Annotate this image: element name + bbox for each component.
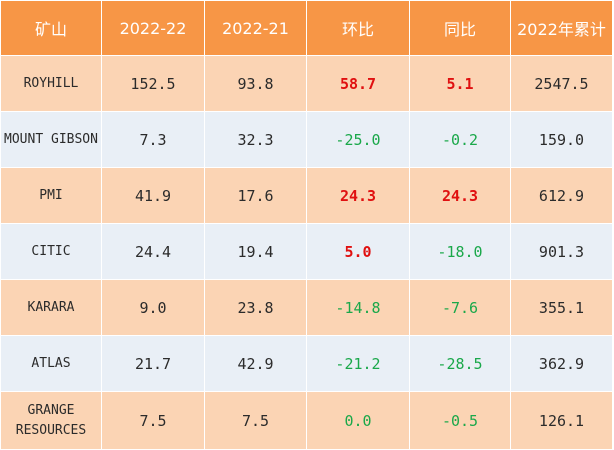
- mine-name-cell: GRANGE RESOURCES: [0, 391, 102, 450]
- header-previous-week: 2022-21: [204, 0, 307, 56]
- mom-change-cell: -21.2: [306, 335, 410, 392]
- previous-week-cell: 32.3: [204, 111, 307, 168]
- mine-name-cell: ROYHILL: [0, 55, 102, 112]
- mom-change-cell: 0.0: [306, 391, 410, 450]
- table-header: 矿山 2022-22 2022-21 环比 同比 2022年累计: [0, 0, 613, 56]
- mom-change-cell: -25.0: [306, 111, 410, 168]
- previous-week-cell: 23.8: [204, 279, 307, 336]
- yoy-change-cell: 5.1: [409, 55, 511, 112]
- ytd-cell: 126.1: [510, 391, 613, 450]
- current-week-cell: 41.9: [101, 167, 205, 224]
- header-row: 矿山 2022-22 2022-21 环比 同比 2022年累计: [0, 0, 613, 56]
- previous-week-cell: 19.4: [204, 223, 307, 280]
- mine-name-cell: CITIC: [0, 223, 102, 280]
- header-mine: 矿山: [0, 0, 102, 56]
- table-body: ROYHILL 152.5 93.8 58.7 5.1 2547.5 MOUNT…: [0, 55, 613, 450]
- table-row: PMI 41.9 17.6 24.3 24.3 612.9: [0, 167, 613, 224]
- table-row: CITIC 24.4 19.4 5.0 -18.0 901.3: [0, 223, 613, 280]
- yoy-change-cell: -28.5: [409, 335, 511, 392]
- mine-name-cell: MOUNT GIBSON: [0, 111, 102, 168]
- current-week-cell: 24.4: [101, 223, 205, 280]
- header-year-over-year: 同比: [409, 0, 511, 56]
- mine-name-cell: KARARA: [0, 279, 102, 336]
- previous-week-cell: 42.9: [204, 335, 307, 392]
- previous-week-cell: 17.6: [204, 167, 307, 224]
- mine-name-cell: PMI: [0, 167, 102, 224]
- yoy-change-cell: -0.2: [409, 111, 511, 168]
- ytd-cell: 159.0: [510, 111, 613, 168]
- current-week-cell: 7.3: [101, 111, 205, 168]
- header-year-to-date: 2022年累计: [510, 0, 613, 56]
- current-week-cell: 21.7: [101, 335, 205, 392]
- current-week-cell: 9.0: [101, 279, 205, 336]
- ytd-cell: 612.9: [510, 167, 613, 224]
- table-row: GRANGE RESOURCES 7.5 7.5 0.0 -0.5 126.1: [0, 391, 613, 450]
- table-row: ATLAS 21.7 42.9 -21.2 -28.5 362.9: [0, 335, 613, 392]
- yoy-change-cell: -7.6: [409, 279, 511, 336]
- previous-week-cell: 93.8: [204, 55, 307, 112]
- current-week-cell: 7.5: [101, 391, 205, 450]
- ytd-cell: 901.3: [510, 223, 613, 280]
- mom-change-cell: 5.0: [306, 223, 410, 280]
- yoy-change-cell: 24.3: [409, 167, 511, 224]
- ytd-cell: 362.9: [510, 335, 613, 392]
- header-current-week: 2022-22: [101, 0, 205, 56]
- yoy-change-cell: -18.0: [409, 223, 511, 280]
- mine-name-cell: ATLAS: [0, 335, 102, 392]
- table-row: KARARA 9.0 23.8 -14.8 -7.6 355.1: [0, 279, 613, 336]
- mom-change-cell: -14.8: [306, 279, 410, 336]
- current-week-cell: 152.5: [101, 55, 205, 112]
- ytd-cell: 355.1: [510, 279, 613, 336]
- table-row: ROYHILL 152.5 93.8 58.7 5.1 2547.5: [0, 55, 613, 112]
- ytd-cell: 2547.5: [510, 55, 613, 112]
- mom-change-cell: 24.3: [306, 167, 410, 224]
- yoy-change-cell: -0.5: [409, 391, 511, 450]
- mom-change-cell: 58.7: [306, 55, 410, 112]
- previous-week-cell: 7.5: [204, 391, 307, 450]
- header-month-over-month: 环比: [306, 0, 410, 56]
- table-row: MOUNT GIBSON 7.3 32.3 -25.0 -0.2 159.0: [0, 111, 613, 168]
